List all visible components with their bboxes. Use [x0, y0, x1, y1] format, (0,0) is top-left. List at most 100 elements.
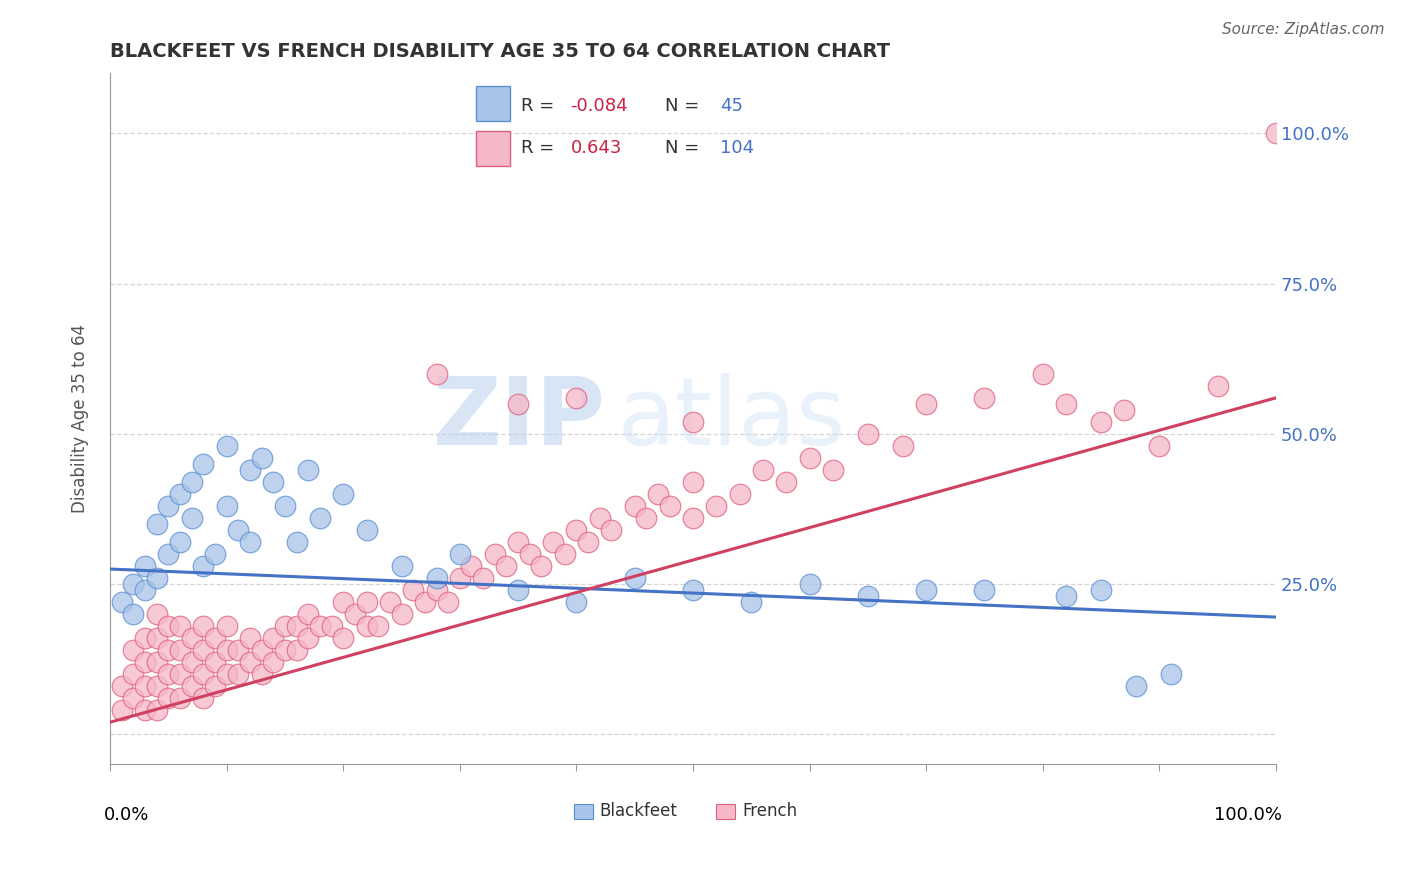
Point	[356, 619, 378, 633]
Point	[623, 571, 645, 585]
Point	[250, 450, 273, 465]
Point	[204, 547, 226, 561]
Point	[425, 571, 447, 585]
Point	[215, 619, 238, 633]
Point	[193, 457, 215, 471]
Point	[297, 631, 319, 645]
Point	[343, 607, 366, 621]
Point	[425, 367, 447, 381]
Point	[554, 547, 576, 561]
Point	[239, 655, 262, 669]
Point	[193, 619, 215, 633]
Point	[391, 607, 413, 621]
Point	[495, 559, 517, 574]
Point	[239, 535, 262, 549]
Point	[204, 679, 226, 693]
Point	[891, 439, 914, 453]
Point	[775, 475, 797, 489]
Point	[145, 631, 167, 645]
Point	[169, 535, 191, 549]
Point	[157, 499, 180, 513]
Point	[309, 619, 332, 633]
Point	[145, 607, 167, 621]
Point	[856, 426, 879, 441]
Point	[973, 582, 995, 597]
Point	[508, 535, 530, 549]
Text: 100.0%: 100.0%	[1213, 805, 1282, 823]
Point	[297, 463, 319, 477]
Point	[134, 679, 156, 693]
Point	[356, 595, 378, 609]
Point	[636, 511, 658, 525]
Point	[111, 703, 134, 717]
Point	[262, 475, 284, 489]
Point	[565, 523, 588, 537]
Point	[1054, 589, 1077, 603]
Point	[285, 535, 308, 549]
Point	[215, 643, 238, 657]
Point	[169, 619, 191, 633]
Point	[752, 463, 775, 477]
Point	[285, 643, 308, 657]
Point	[378, 595, 401, 609]
Point	[740, 595, 762, 609]
Point	[1090, 582, 1112, 597]
Text: atlas: atlas	[617, 373, 845, 465]
Text: French: French	[742, 802, 797, 821]
Text: Blackfeet: Blackfeet	[600, 802, 678, 821]
Point	[658, 499, 681, 513]
Point	[215, 667, 238, 681]
Text: 0.0%: 0.0%	[104, 805, 149, 823]
Point	[134, 631, 156, 645]
Point	[1149, 439, 1171, 453]
Point	[1125, 679, 1147, 693]
Point	[180, 631, 202, 645]
Point	[122, 667, 145, 681]
Point	[519, 547, 541, 561]
Point	[169, 691, 191, 706]
Point	[193, 691, 215, 706]
Point	[460, 559, 482, 574]
Point	[274, 499, 297, 513]
Point	[367, 619, 389, 633]
Point	[134, 559, 156, 574]
Point	[799, 450, 821, 465]
Point	[508, 397, 530, 411]
Point	[215, 439, 238, 453]
Point	[157, 667, 180, 681]
Point	[228, 667, 250, 681]
Point	[973, 391, 995, 405]
Point	[274, 619, 297, 633]
Point	[145, 655, 167, 669]
Point	[682, 511, 704, 525]
Point	[157, 547, 180, 561]
Point	[204, 631, 226, 645]
Point	[239, 631, 262, 645]
Point	[565, 595, 588, 609]
Point	[180, 655, 202, 669]
Point	[145, 703, 167, 717]
Point	[530, 559, 553, 574]
Point	[1265, 127, 1288, 141]
Point	[391, 559, 413, 574]
Point	[647, 487, 669, 501]
Point	[1114, 402, 1136, 417]
Point	[122, 577, 145, 591]
Point	[425, 582, 447, 597]
Point	[356, 523, 378, 537]
Point	[111, 595, 134, 609]
Point	[239, 463, 262, 477]
Point	[204, 655, 226, 669]
Point	[565, 391, 588, 405]
Point	[169, 643, 191, 657]
Point	[215, 499, 238, 513]
Point	[262, 655, 284, 669]
Text: ZIP: ZIP	[433, 373, 606, 465]
Point	[915, 582, 938, 597]
Point	[145, 679, 167, 693]
Point	[193, 643, 215, 657]
Point	[321, 619, 343, 633]
Point	[285, 619, 308, 633]
Point	[600, 523, 623, 537]
Point	[1160, 667, 1182, 681]
